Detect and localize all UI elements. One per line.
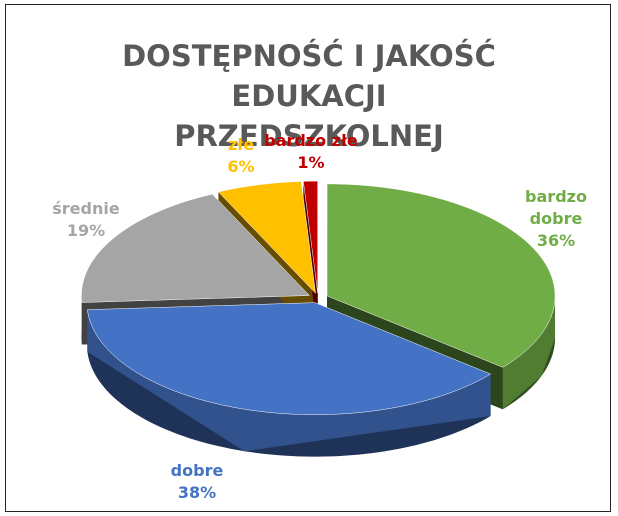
value-label: 38% <box>177 483 217 502</box>
category-label: bardzo złe <box>264 131 358 150</box>
category-label: złe <box>227 135 255 154</box>
value-label: 19% <box>66 221 106 240</box>
pie-slice <box>87 302 492 415</box>
chart-title: DOSTĘPNOŚĆ I JAKOŚĆ EDUKACJI PRZEDSZKOLN… <box>122 39 496 153</box>
category-label: średnie <box>52 199 120 218</box>
category-label: dobre <box>170 461 224 480</box>
pie-slice-side <box>87 309 491 452</box>
category-label: bardzo dobre <box>525 187 587 228</box>
value-label: 1% <box>297 153 325 172</box>
value-label: 36% <box>536 231 576 250</box>
chart-frame <box>5 4 611 512</box>
pie-slice <box>81 193 310 303</box>
data-label: złe 6% <box>211 134 271 178</box>
pie-slice <box>217 181 316 294</box>
pie-slice <box>326 183 556 368</box>
value-label: 6% <box>227 157 255 176</box>
pie-slice <box>303 180 318 294</box>
data-label: średnie 19% <box>36 198 136 242</box>
data-label: bardzo złe 1% <box>251 130 371 174</box>
data-label: bardzo dobre 36% <box>516 186 596 252</box>
data-label: dobre 38% <box>147 460 247 504</box>
pie-slice-side <box>502 295 556 410</box>
